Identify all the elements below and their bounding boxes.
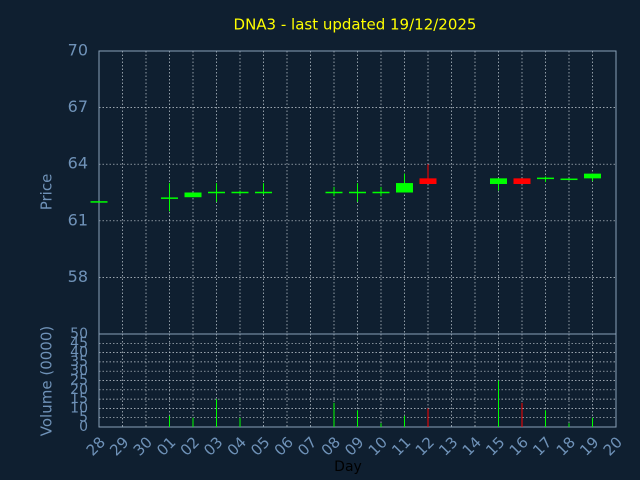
y-tick-label: 70 xyxy=(68,41,88,60)
y-tick-label: 30 xyxy=(70,363,88,379)
candle-body xyxy=(372,191,390,194)
y-tick-label: 40 xyxy=(70,345,88,361)
candle-body xyxy=(490,178,507,185)
y-tick-label: 45 xyxy=(70,335,88,351)
candle-body xyxy=(184,192,202,198)
candle-body xyxy=(255,191,272,194)
y-tick-label: 25 xyxy=(70,373,88,389)
y-tick-label: 35 xyxy=(70,354,88,370)
y-axis-label: Volume (0000) xyxy=(38,326,56,436)
candle-body xyxy=(208,191,225,194)
candle-body xyxy=(537,177,554,180)
y-tick-label: 5 xyxy=(79,410,88,426)
candle-body xyxy=(419,178,437,185)
candle-body xyxy=(349,191,366,194)
y-tick-label: 20 xyxy=(70,382,88,398)
y-tick-label: 15 xyxy=(70,391,88,407)
y-tick-label: 61 xyxy=(68,210,88,229)
y-tick-label: 67 xyxy=(68,97,88,116)
y-tick-label: 10 xyxy=(70,400,88,416)
candle-body xyxy=(231,191,249,194)
x-axis-label: Day xyxy=(334,459,362,475)
candle-body xyxy=(560,178,578,181)
y-tick-label: 0 xyxy=(79,419,88,435)
candle-body xyxy=(396,183,413,193)
candle-body xyxy=(161,197,178,199)
chart-title: DNA3 - last updated 19/12/2025 xyxy=(234,16,477,34)
y-tick-label: 50 xyxy=(70,326,88,342)
y-tick-label: 64 xyxy=(68,154,88,173)
candle-body xyxy=(584,173,601,179)
y-tick-label: 58 xyxy=(68,267,88,286)
candle-body xyxy=(513,178,531,185)
y-axis-label: Price xyxy=(38,174,56,211)
candle-body xyxy=(90,201,108,203)
candle-body xyxy=(325,191,343,194)
